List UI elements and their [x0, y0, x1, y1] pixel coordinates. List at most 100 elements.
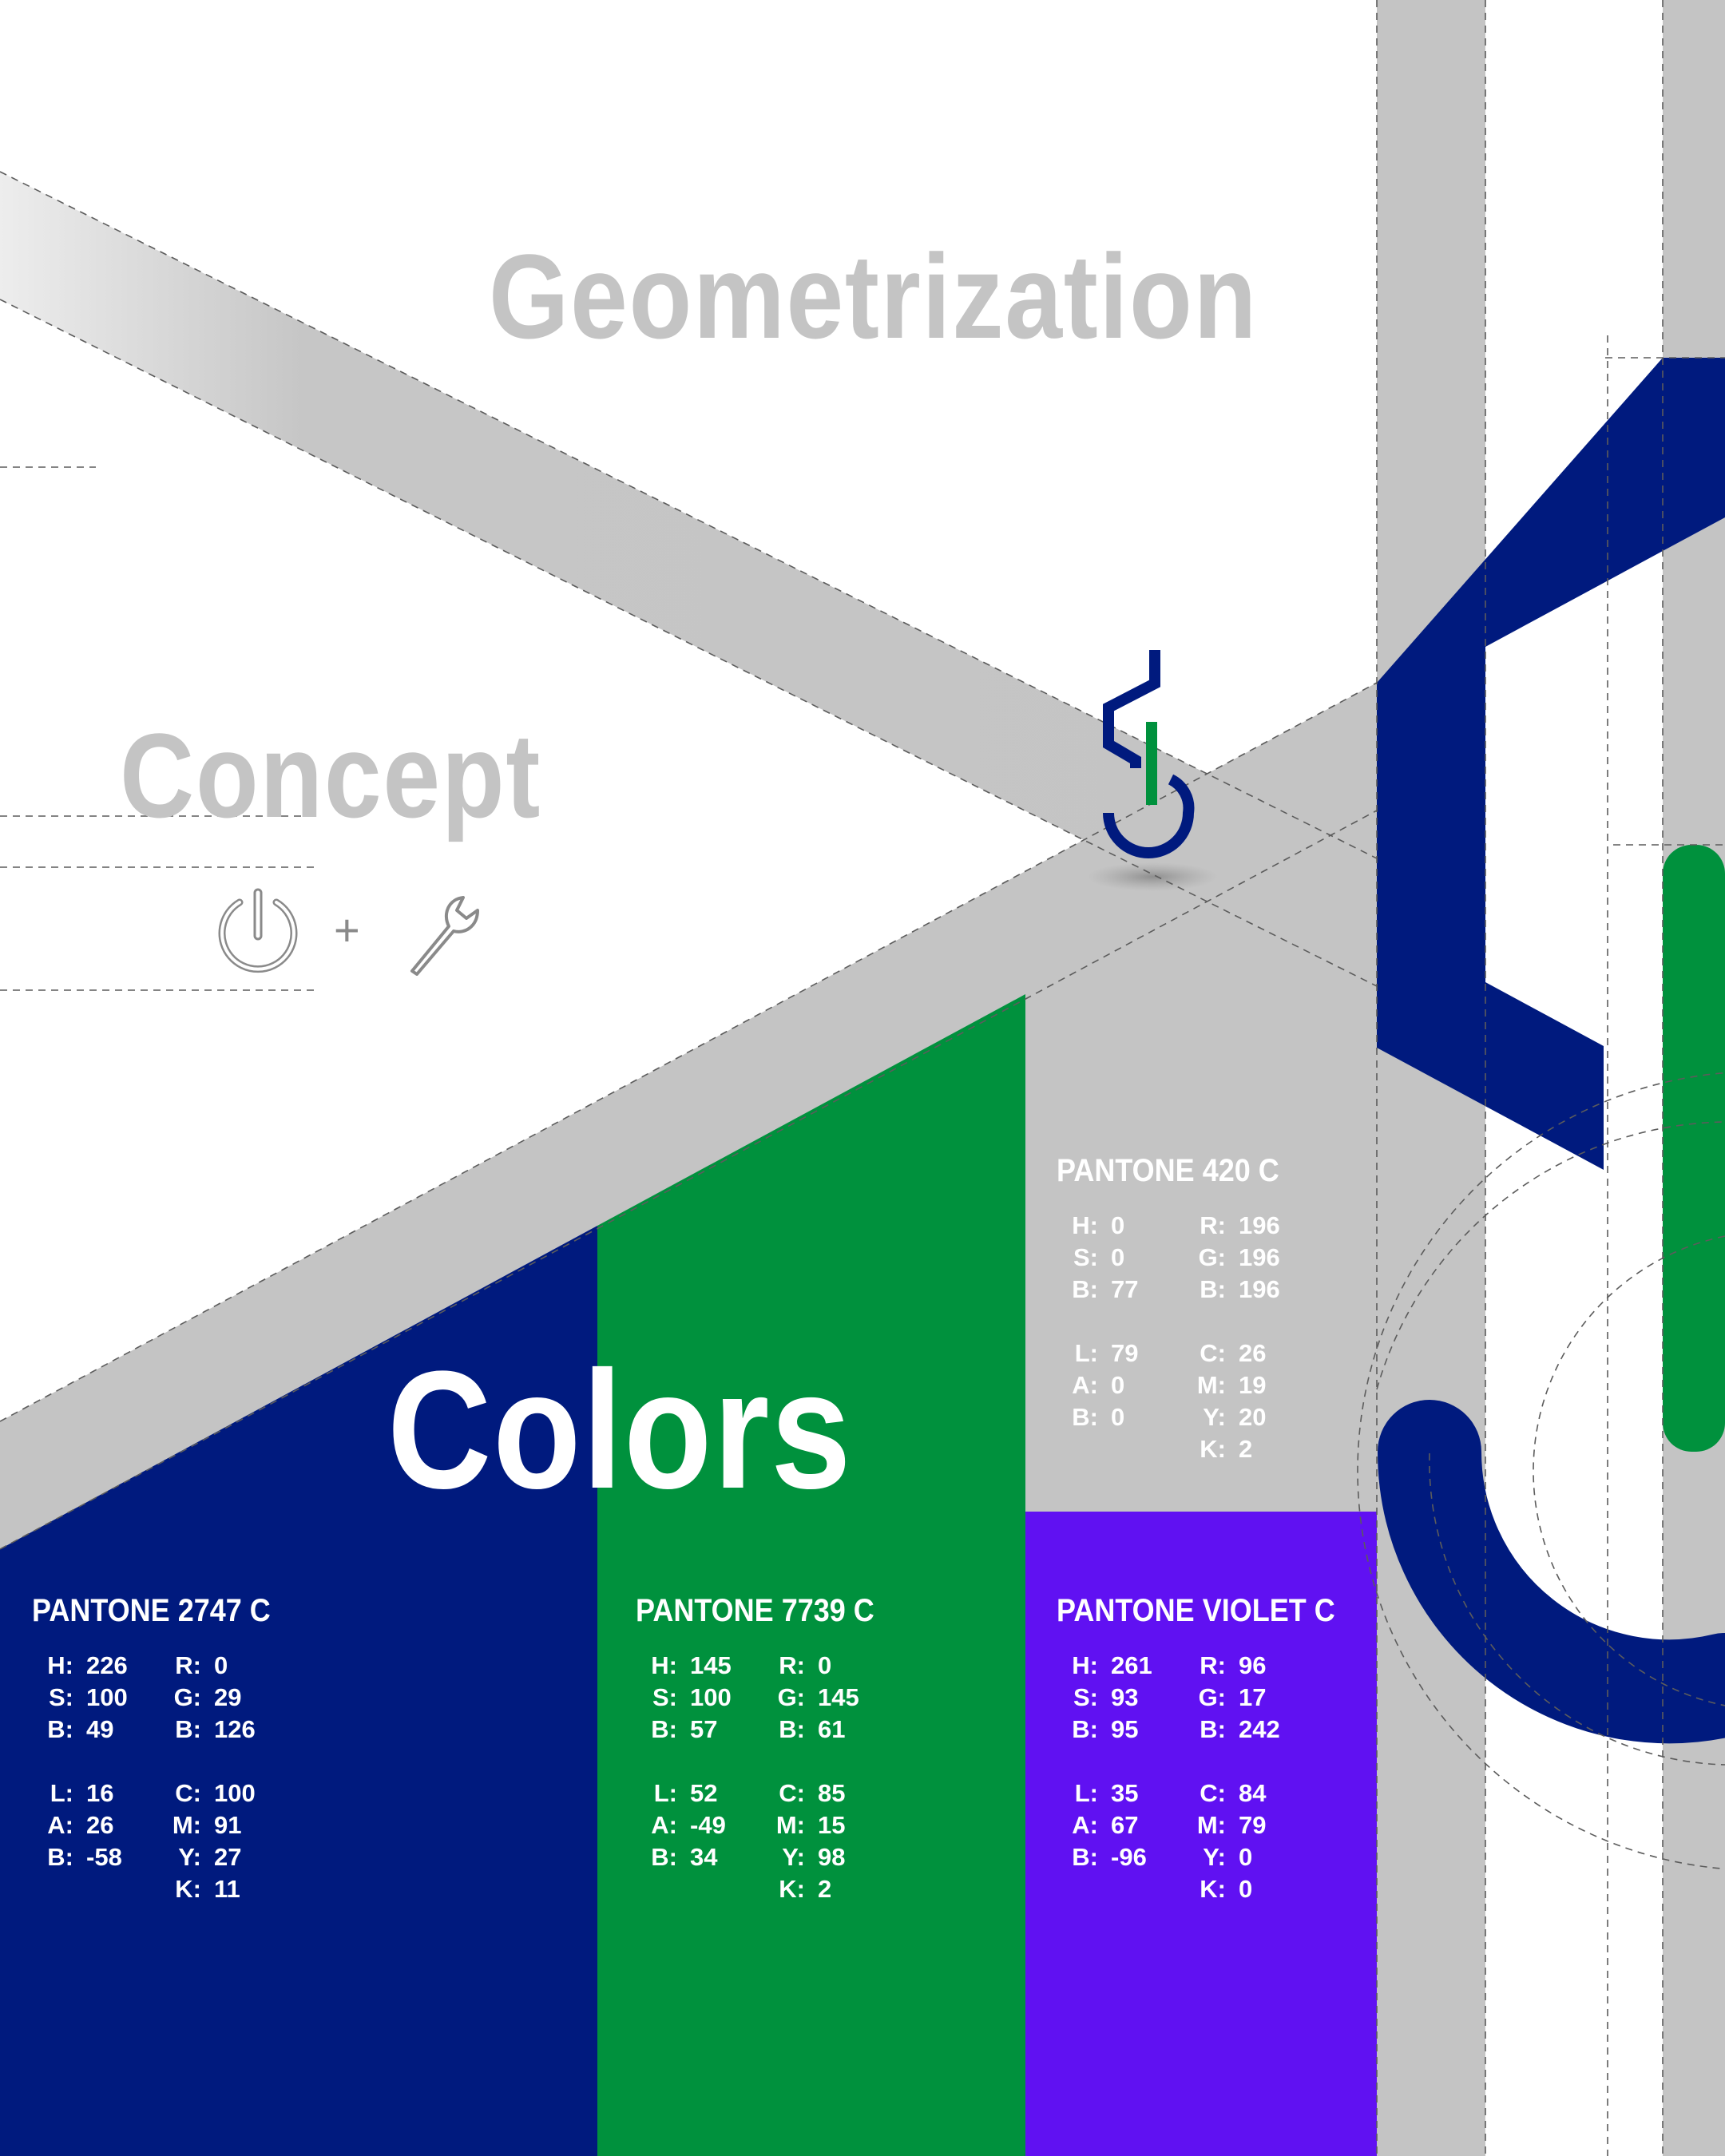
- value: [86, 1746, 160, 1778]
- color-values: H: 0 R: 196 S: 0 G: 196 B: 77 B: 196 L: 79 C: 26 A: 0…: [1057, 1210, 1312, 1465]
- value: [1057, 1746, 1111, 1778]
- value: 35: [1111, 1779, 1139, 1807]
- plus-operator: +: [334, 905, 360, 955]
- value-label: B:: [651, 1715, 677, 1743]
- value: 0: [1111, 1403, 1125, 1431]
- value-label: M:: [172, 1811, 201, 1839]
- value: [1111, 1306, 1184, 1338]
- value: [1111, 1746, 1184, 1778]
- value-label: B:: [1072, 1403, 1098, 1431]
- value-label: L:: [653, 1779, 677, 1807]
- value: 0: [1111, 1243, 1125, 1271]
- value: 2: [818, 1875, 832, 1903]
- value: 77: [1111, 1275, 1139, 1303]
- value: -49: [690, 1811, 726, 1839]
- color-values: H: 145 R: 0 S: 100 G: 145 B: 57 B: 61 L: 52 C: 85 A:…: [636, 1650, 891, 1905]
- value: [214, 1746, 288, 1778]
- value: 196: [1239, 1275, 1280, 1303]
- value-label: G:: [777, 1683, 805, 1711]
- value: 52: [690, 1779, 718, 1807]
- value-label: A:: [1072, 1371, 1098, 1399]
- value-label: B:: [779, 1715, 805, 1743]
- wrench-icon: [410, 896, 479, 976]
- swatch-name: PANTONE 420 C: [1057, 1153, 1279, 1188]
- swatch-name: PANTONE VIOLET C: [1057, 1593, 1335, 1628]
- value-label: G:: [173, 1683, 201, 1711]
- value: 29: [214, 1683, 242, 1711]
- value: 196: [1239, 1243, 1280, 1271]
- value-label: B:: [47, 1843, 73, 1871]
- swatch-name: PANTONE 2747 C: [32, 1593, 271, 1628]
- color-block-blue: [0, 1226, 597, 2156]
- logo-fragment-blue-arc: [1377, 1400, 1725, 1744]
- value: 26: [86, 1811, 114, 1839]
- value-label: M:: [775, 1811, 805, 1839]
- colors-title: Colors: [387, 1336, 853, 1524]
- value: 145: [818, 1683, 859, 1711]
- value: [1184, 1306, 1239, 1338]
- value: [1184, 1746, 1239, 1778]
- value: 96: [1239, 1651, 1267, 1679]
- value-label: B:: [1072, 1843, 1098, 1871]
- value: 261: [1111, 1651, 1152, 1679]
- value: 27: [214, 1843, 242, 1871]
- value: [86, 1873, 160, 1905]
- color-values: H: 261 R: 96 S: 93 G: 17 B: 95 B: 242 L: 35 C: 84 A:…: [1057, 1650, 1312, 1905]
- value: 0: [1239, 1843, 1253, 1871]
- value: 20: [1239, 1403, 1267, 1431]
- value: 15: [818, 1811, 846, 1839]
- value-label: L:: [1074, 1339, 1098, 1367]
- value-label: [1057, 1433, 1111, 1465]
- value: 34: [690, 1843, 718, 1871]
- value-label: H:: [47, 1651, 73, 1679]
- value: 0: [1239, 1875, 1253, 1903]
- value: 84: [1239, 1779, 1267, 1807]
- value-label: B:: [175, 1715, 201, 1743]
- value: -58: [86, 1843, 122, 1871]
- value: [1239, 1306, 1312, 1338]
- value: [1057, 1306, 1111, 1338]
- value: [160, 1746, 214, 1778]
- value-label: A:: [47, 1811, 73, 1839]
- logo-fragment-green: [1663, 845, 1725, 1452]
- value: 126: [214, 1715, 256, 1743]
- value-label: K:: [779, 1875, 805, 1903]
- value: 196: [1239, 1211, 1280, 1239]
- value: 95: [1111, 1715, 1139, 1743]
- hook-logo-mark: [1103, 650, 1195, 858]
- color-block-green: [597, 994, 1025, 2156]
- value-label: G:: [1198, 1683, 1226, 1711]
- swatch-name: PANTONE 7739 C: [636, 1593, 874, 1628]
- value-label: B:: [47, 1715, 73, 1743]
- value: 93: [1111, 1683, 1139, 1711]
- value-label: M:: [1196, 1371, 1226, 1399]
- color-values: H: 226 R: 0 S: 100 G: 29 B: 49 B: 126 L: 16 C: 100 A…: [32, 1650, 288, 1905]
- value: 0: [818, 1651, 832, 1679]
- value: -96: [1111, 1843, 1147, 1871]
- value: 16: [86, 1779, 114, 1807]
- value-label: K:: [175, 1875, 201, 1903]
- value-label: B:: [651, 1843, 677, 1871]
- value: 85: [818, 1779, 846, 1807]
- value: 98: [818, 1843, 846, 1871]
- value: 0: [214, 1651, 228, 1679]
- value-label: S:: [49, 1683, 73, 1711]
- logo-fragment-blue: [1377, 358, 1725, 1170]
- value-label: A:: [1072, 1811, 1098, 1839]
- value-label: C:: [779, 1779, 805, 1807]
- value: [1111, 1433, 1184, 1465]
- value: 226: [86, 1651, 128, 1679]
- value: [32, 1746, 86, 1778]
- value: [690, 1873, 763, 1905]
- value: 61: [818, 1715, 846, 1743]
- value: [1239, 1746, 1312, 1778]
- value-label: R:: [175, 1651, 201, 1679]
- value-label: [32, 1873, 86, 1905]
- value: 100: [690, 1683, 732, 1711]
- value-label: B:: [1072, 1715, 1098, 1743]
- value: 145: [690, 1651, 732, 1679]
- value-label: B:: [1200, 1715, 1226, 1743]
- value-label: K:: [1200, 1875, 1226, 1903]
- swatch-pantone-violet-c: PANTONE VIOLET C H: 261 R: 96 S: 93 G: 17 B: 95…: [1057, 1593, 1366, 1905]
- value: [763, 1746, 818, 1778]
